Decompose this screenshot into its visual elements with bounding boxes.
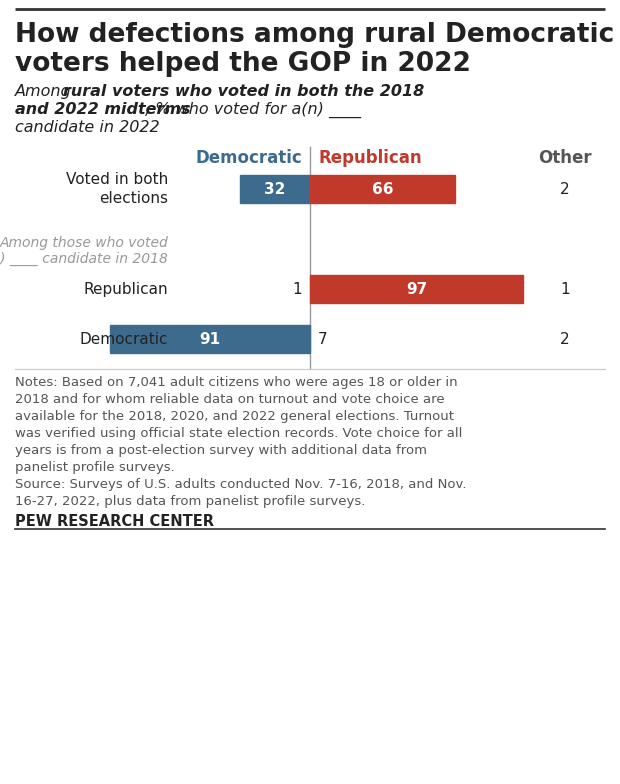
Text: Among: Among [15,84,77,99]
Text: for a(n) ____ candidate in 2018: for a(n) ____ candidate in 2018 [0,252,168,266]
Text: and 2022 midterms: and 2022 midterms [15,102,190,117]
Text: Notes: Based on 7,041 adult citizens who were ages 18 or older in: Notes: Based on 7,041 adult citizens who… [15,376,458,389]
Text: available for the 2018, 2020, and 2022 general elections. Turnout: available for the 2018, 2020, and 2022 g… [15,410,454,423]
Text: Democratic: Democratic [195,149,302,167]
Text: 32: 32 [264,182,285,197]
Text: was verified using official state election records. Vote choice for all: was verified using official state electi… [15,427,463,440]
Text: 7: 7 [318,332,327,347]
Bar [310,175,455,203]
Text: Voted in both
elections: Voted in both elections [66,172,168,206]
Text: 97: 97 [406,281,427,296]
Text: 91: 91 [200,332,221,347]
Text: years is from a post-election survey with additional data from: years is from a post-election survey wit… [15,444,427,457]
Text: rural voters who voted in both the 2018: rural voters who voted in both the 2018 [63,84,424,99]
Text: 2018 and for whom reliable data on turnout and vote choice are: 2018 and for whom reliable data on turno… [15,393,445,406]
Text: , % who voted for a(n) ____: , % who voted for a(n) ____ [145,102,361,118]
Bar [110,325,310,353]
Text: voters helped the GOP in 2022: voters helped the GOP in 2022 [15,51,471,77]
Text: panelist profile surveys.: panelist profile surveys. [15,461,175,474]
Bar [310,275,523,303]
Text: Source: Surveys of U.S. adults conducted Nov. 7-16, 2018, and Nov.: Source: Surveys of U.S. adults conducted… [15,478,466,491]
Text: Other: Other [538,149,592,167]
Text: 1: 1 [560,281,570,296]
Text: 16-27, 2022, plus data from panelist profile surveys.: 16-27, 2022, plus data from panelist pro… [15,495,365,508]
Text: How defections among rural Democratic: How defections among rural Democratic [15,22,614,48]
Text: Republican: Republican [318,149,422,167]
Text: 66: 66 [372,182,393,197]
Text: 2: 2 [560,332,570,347]
Bar [239,175,310,203]
Text: Republican: Republican [83,281,168,296]
Text: Democratic: Democratic [79,332,168,347]
Text: 2: 2 [560,182,570,197]
Text: 1: 1 [293,281,302,296]
Text: candidate in 2022: candidate in 2022 [15,120,159,135]
Text: Among those who voted: Among those who voted [0,236,168,250]
Text: PEW RESEARCH CENTER: PEW RESEARCH CENTER [15,514,214,529]
